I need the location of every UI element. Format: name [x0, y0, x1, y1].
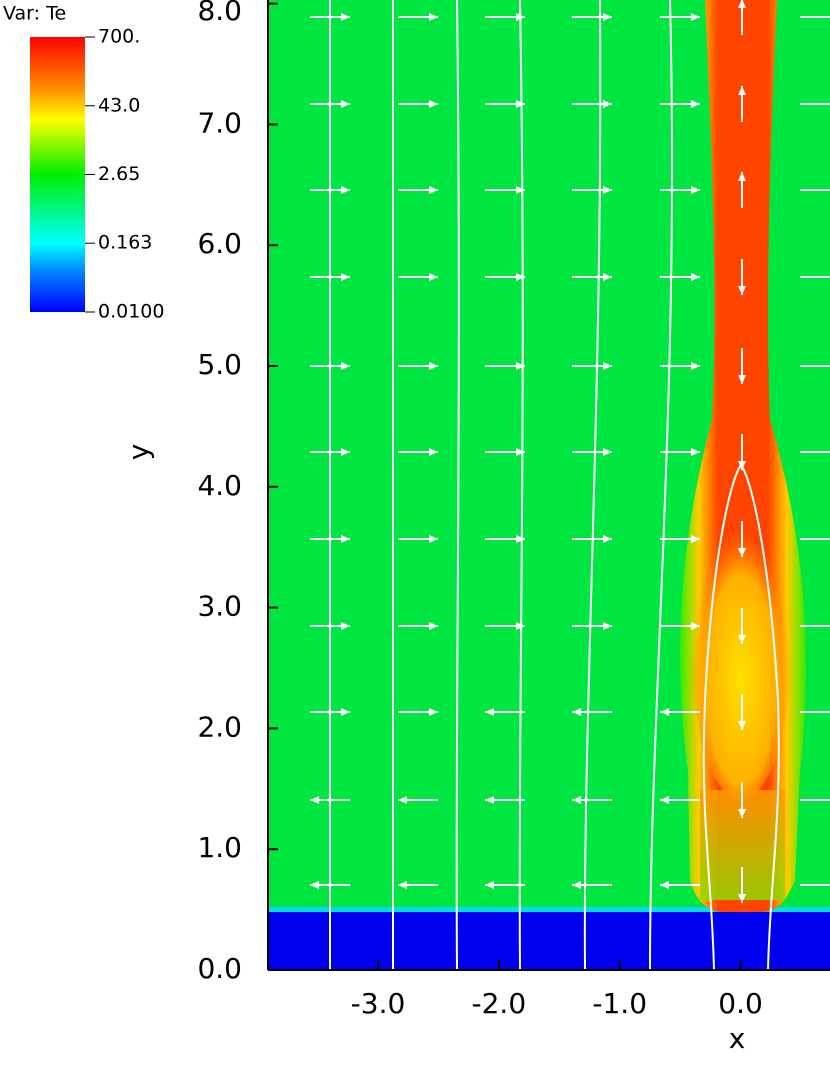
arrow-head — [310, 796, 319, 804]
arrow-head — [341, 708, 350, 716]
y-tick-label: 1.0 — [197, 831, 242, 864]
arrow-head — [429, 273, 438, 281]
y-tick-label: 2.0 — [197, 710, 242, 743]
arrow-head — [691, 535, 700, 543]
arrow-head — [516, 13, 525, 21]
arrow-head — [310, 881, 319, 889]
arrow-head — [341, 362, 350, 370]
layer-edge — [268, 907, 830, 912]
colorbar-tick-label: 700. — [98, 26, 140, 48]
arrow-head — [738, 172, 746, 181]
arrow-head — [429, 362, 438, 370]
arrow-head — [738, 286, 746, 295]
arrow-head — [691, 622, 700, 630]
arrow-head — [691, 13, 700, 21]
arrow-head — [572, 881, 581, 889]
arrow-head — [738, 635, 746, 644]
arrow-head — [603, 273, 612, 281]
arrow-head — [429, 708, 438, 716]
y-tick-label: 4.0 — [197, 469, 242, 502]
arrow-head — [660, 881, 669, 889]
y-tick-label: 7.0 — [197, 106, 242, 139]
arrow-head — [691, 100, 700, 108]
y-tick-label: 6.0 — [197, 227, 242, 260]
arrow-head — [341, 535, 350, 543]
arrow-head — [429, 535, 438, 543]
arrow-head — [691, 448, 700, 456]
arrow-head — [485, 881, 494, 889]
arrow-head — [572, 708, 581, 716]
plume-foot — [700, 790, 785, 900]
x-tick-label: -3.0 — [351, 987, 406, 1020]
arrow-head — [738, 721, 746, 730]
arrow-head — [516, 100, 525, 108]
arrow-head — [603, 13, 612, 21]
arrow-head — [691, 186, 700, 194]
colorbar-tick-label: 2.65 — [98, 163, 140, 185]
arrow-head — [485, 796, 494, 804]
arrow-head — [429, 13, 438, 21]
colorbar — [30, 37, 85, 312]
arrow-head — [429, 622, 438, 630]
arrow-head — [341, 622, 350, 630]
arrow-head — [738, 894, 746, 903]
arrow-head — [398, 796, 407, 804]
field — [268, 0, 830, 970]
arrow-head — [429, 186, 438, 194]
arrow-head — [603, 100, 612, 108]
arrow-head — [516, 622, 525, 630]
arrow-head — [691, 273, 700, 281]
arrow-head — [738, 86, 746, 95]
arrows — [310, 0, 830, 903]
y-tick-label: 5.0 — [197, 348, 242, 381]
arrow-head — [516, 186, 525, 194]
streamlines — [329, 0, 780, 970]
arrow-head — [341, 448, 350, 456]
arrow-head — [603, 622, 612, 630]
arrow-head — [516, 362, 525, 370]
arrow-head — [516, 273, 525, 281]
arrow-head — [341, 100, 350, 108]
arrow-head — [738, 375, 746, 384]
arrow-head — [398, 881, 407, 889]
blue-layer — [268, 910, 830, 970]
arrow-head — [516, 448, 525, 456]
arrow-head — [738, 0, 746, 8]
arrow-head — [341, 13, 350, 21]
y-axis-label: y — [122, 444, 155, 461]
arrow-head — [429, 100, 438, 108]
arrow-head — [516, 535, 525, 543]
colorbar-tick-label: 43.0 — [98, 94, 140, 116]
x-tick-label: -1.0 — [592, 987, 647, 1020]
arrow-head — [603, 186, 612, 194]
arrow-head — [738, 461, 746, 470]
x-tick-label: -2.0 — [472, 987, 527, 1020]
arrow-head — [485, 708, 494, 716]
legend-title: Var: Te — [3, 3, 66, 25]
arrow-head — [603, 535, 612, 543]
arrow-head — [691, 362, 700, 370]
arrow-head — [341, 186, 350, 194]
arrow-head — [660, 708, 669, 716]
y-tick-label: 3.0 — [197, 590, 242, 623]
x-axis-label: x — [729, 1022, 746, 1055]
arrow-head — [429, 448, 438, 456]
colorbar-tick-label: 0.163 — [98, 232, 152, 254]
y-tick-label: 0.0 — [197, 952, 242, 985]
x-tick-label: 0.0 — [718, 987, 763, 1020]
arrow-head — [572, 796, 581, 804]
arrow-head — [660, 796, 669, 804]
y-tick-label: 8.0 — [197, 0, 242, 27]
colorbar-tick-label: 0.0100 — [98, 301, 164, 323]
arrow-head — [738, 548, 746, 557]
arrow-head — [603, 362, 612, 370]
arrow-head — [603, 448, 612, 456]
arrow-head — [738, 809, 746, 818]
arrow-head — [341, 273, 350, 281]
